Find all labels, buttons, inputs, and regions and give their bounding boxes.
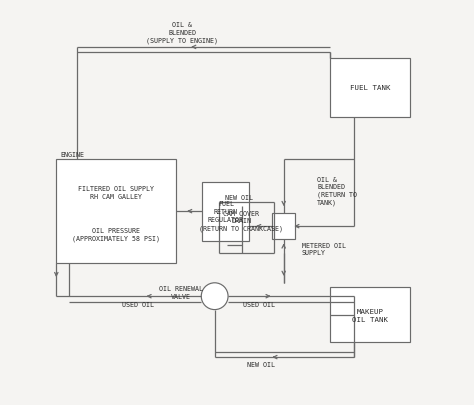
Text: FUEL
RETURN
REGULATOR: FUEL RETURN REGULATOR [208,200,244,223]
Circle shape [201,283,228,310]
Text: OIL &
BLENDED
(SUPPLY TO ENGINE): OIL & BLENDED (SUPPLY TO ENGINE) [146,22,218,44]
Bar [272,213,295,240]
Text: ENGINE: ENGINE [60,152,84,158]
Bar [330,59,410,117]
Text: USED OIL: USED OIL [243,302,275,308]
Text: USED OIL: USED OIL [121,302,154,308]
Text: METERED OIL
SUPPLY: METERED OIL SUPPLY [302,242,346,256]
Bar [56,160,176,263]
Text: NEW OIL: NEW OIL [225,194,253,200]
Text: FUEL TANK: FUEL TANK [350,85,390,91]
Text: CAM COVER
DRAIN
(RETURN TO CRANKCASE): CAM COVER DRAIN (RETURN TO CRANKCASE) [199,210,283,231]
Text: OIL RENEWAL
VALVE: OIL RENEWAL VALVE [159,286,203,299]
Bar [202,182,249,241]
Text: OIL &
BLENDED
(RETURN TO
TANK): OIL & BLENDED (RETURN TO TANK) [318,176,357,206]
Text: NEW OIL: NEW OIL [247,361,275,367]
Text: OIL PRESSURE
(APPROXIMATELY 58 PSI): OIL PRESSURE (APPROXIMATELY 58 PSI) [72,227,160,241]
Text: MAKEUP
OIL TANK: MAKEUP OIL TANK [352,308,388,322]
Text: FILTERED OIL SUPPLY
RH CAM GALLEY: FILTERED OIL SUPPLY RH CAM GALLEY [78,186,154,200]
Bar [330,288,410,342]
